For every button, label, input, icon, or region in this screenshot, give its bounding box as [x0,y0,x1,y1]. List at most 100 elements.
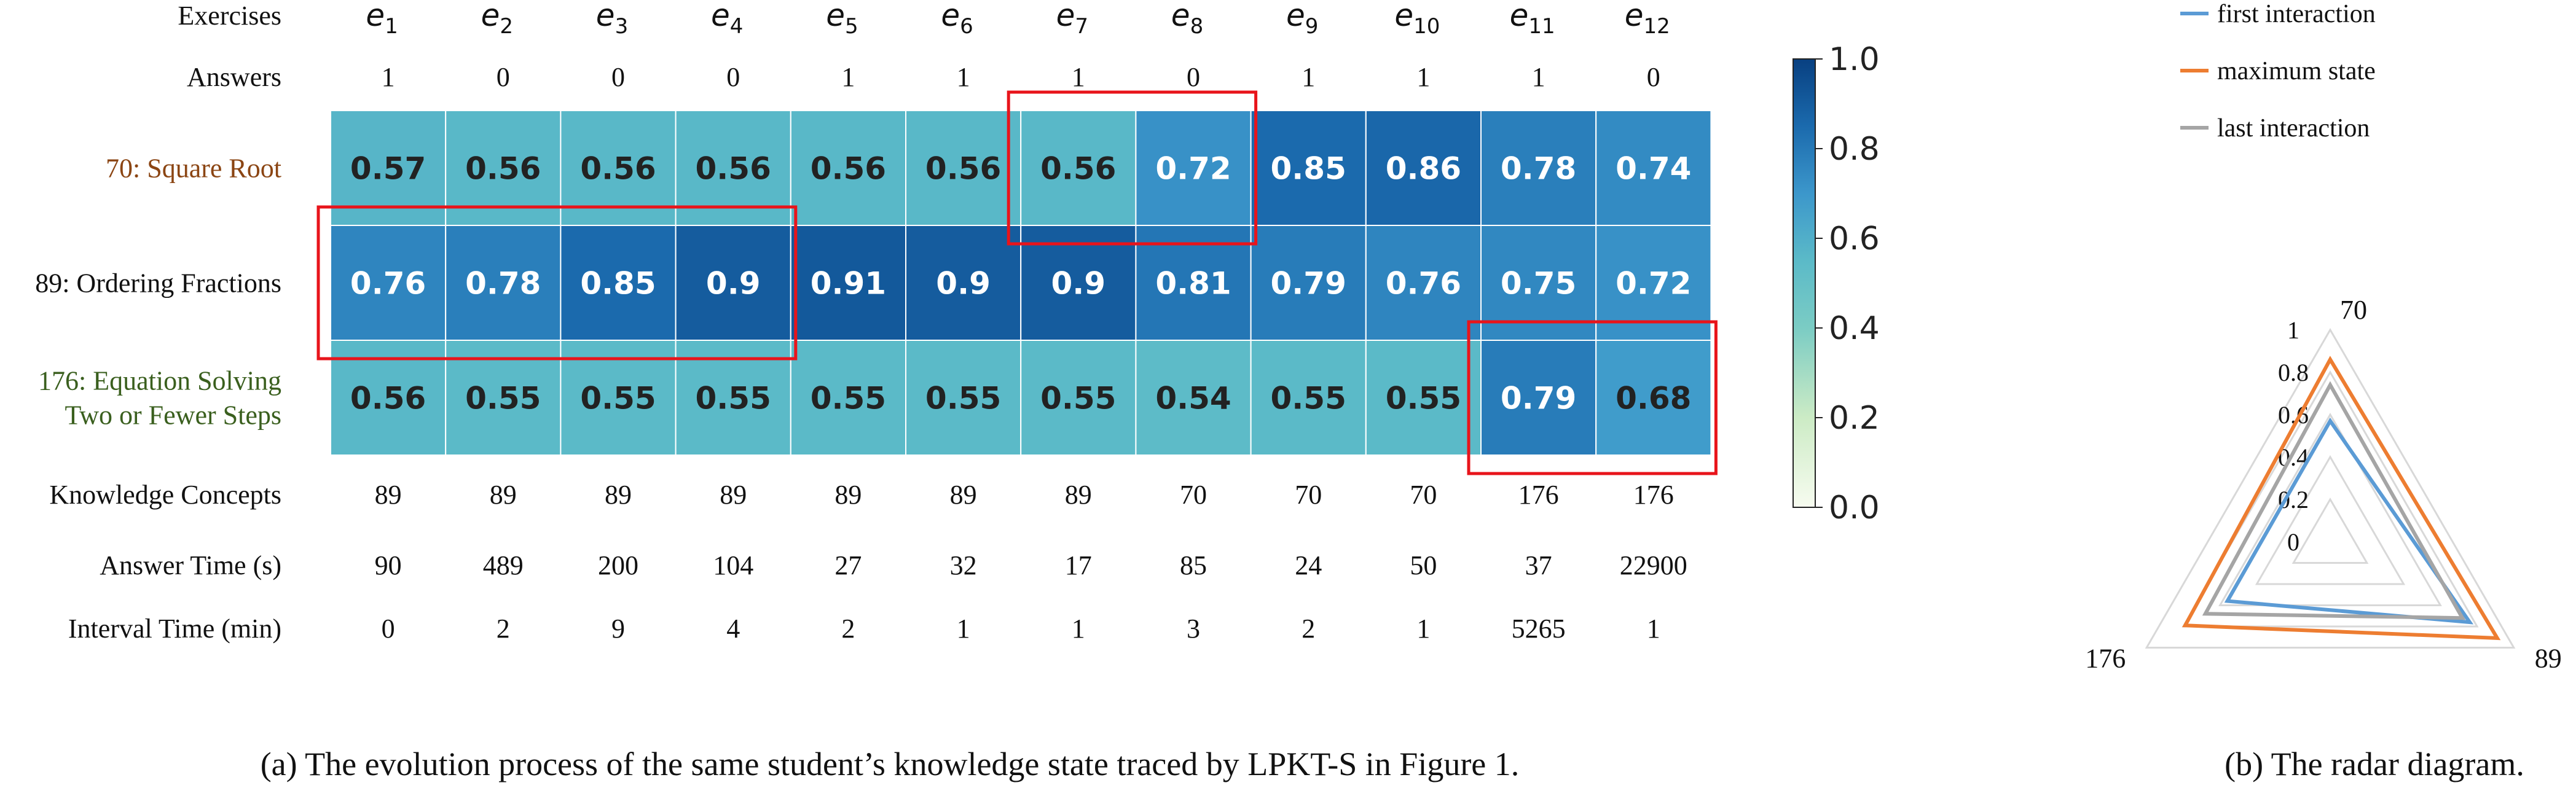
footer-value: 27 [834,550,862,580]
footer-value: 50 [1410,550,1437,580]
exercise-header: e1 [366,0,398,39]
answer-value: 0 [497,62,510,92]
answer-value: 1 [382,62,395,92]
colorbar-tick-label: 0.2 [1829,400,1880,437]
answer-value: 1 [841,62,855,92]
footer-value: 1 [1416,614,1430,644]
legend-label: last interaction [2217,114,2370,142]
highlight-box [1007,90,1258,246]
colorbar-tick-label: 0.0 [1829,490,1880,526]
cell-value-label: 0.72 [1155,151,1231,187]
answer-value: 0 [1187,62,1200,92]
footer-value: 3 [1187,614,1200,644]
answer-value: 1 [1532,62,1545,92]
footer-value: 89 [834,480,862,510]
exercise-header: e10 [1394,0,1440,39]
concept-row-label: 176: Equation Solving [38,366,281,396]
footer-row-label: Interval Time (min) [68,614,281,644]
footer-value: 89 [490,480,517,510]
radar-tick-label: 0.2 [2278,486,2309,513]
cell-value-label: 0.54 [1155,381,1231,416]
heatmap-cell [330,225,447,341]
cell-value-label: 0.55 [925,381,1001,416]
cell-value-label: 0.56 [350,381,426,416]
colorbar-tick-label: 0.4 [1829,310,1880,347]
radar-axis-labels: 70 89 176 [2085,295,2562,674]
footer-value: 90 [375,550,402,580]
footer-value: 1 [957,614,970,644]
cell-value-label: 0.72 [1616,266,1691,302]
heatmap-cell [1480,340,1597,456]
concept-row-label: Two or Fewer Steps [65,400,281,431]
footer-value: 70 [1410,480,1437,510]
exercise-header: e6 [941,0,973,39]
heatmap-cell [675,225,791,341]
heatmap-cell [790,225,907,341]
radar-grid-ring [2291,497,2369,564]
heatmap-cell [1365,110,1482,226]
heatmap-cell [790,110,907,226]
radar-grid-ring [2255,454,2406,585]
cell-value-label: 0.76 [1386,266,1461,302]
footer-value: 1 [1647,614,1660,644]
radar-grid-ring [2181,370,2479,628]
exercise-column-headers: e1 e2 e3 e4 e5 e6 e7 e8 e9 e10 e11 e12 [366,0,1670,39]
footer-value: 176 [1518,480,1559,510]
heatmap-cell [1595,340,1712,456]
footer-row-label: Answer Time (s) [100,550,281,580]
cell-value-label: 0.85 [1271,151,1346,187]
exercise-header: e9 [1286,0,1318,39]
answer-value: 0 [1647,62,1660,92]
footer-value: 1 [1072,614,1085,644]
highlight-box [316,205,798,361]
colorbar: 0.0 0.2 0.4 0.6 0.8 1.0 [1793,41,1880,526]
cell-value-label: 0.68 [1616,381,1691,416]
heatmap-cell [1365,225,1482,341]
exercise-header: e4 [711,0,743,39]
cell-value-label: 0.78 [465,266,541,302]
exercise-header: e2 [481,0,513,39]
caption-b: (b) The radar diagram. [2225,746,2524,782]
footer-value: 2 [841,614,855,644]
footer-value: 200 [598,550,638,580]
exercise-header: e12 [1625,0,1670,39]
footer-value: 2 [1302,614,1315,644]
cell-value-label: 0.56 [811,151,886,187]
radar-legend: first interaction maximum state last inter… [2180,0,2376,142]
footer-value: 104 [713,550,753,580]
cell-value-label: 0.55 [1040,381,1116,416]
heatmap-cell [1365,340,1482,456]
radar-series-line [2224,417,2474,625]
cell-value-label: 0.55 [1271,381,1346,416]
heatmap-cell [445,225,562,341]
footer-value: 22900 [1620,550,1687,580]
footer-value: 24 [1295,550,1322,580]
radar-grid-ring [2218,413,2442,606]
cell-value-label: 0.56 [1040,151,1116,187]
cell-value-label: 0.79 [1271,266,1346,302]
cell-value-label: 0.74 [1616,151,1691,187]
cell-value-label: 0.56 [925,151,1001,187]
radar-grid [2145,328,2516,649]
exercises-header: Exercises [178,1,281,31]
concept-row-label: 89: Ordering Fractions [35,268,281,298]
exercise-header: e7 [1056,0,1088,39]
cell-value-label: 0.55 [696,381,771,416]
footer-value: 9 [611,614,625,644]
footer-value: 176 [1633,480,1674,510]
heatmap-cell [1250,225,1367,341]
cell-value-label: 0.55 [580,381,656,416]
footer-value: 17 [1065,550,1092,580]
footer-value: 70 [1295,480,1322,510]
heatmap-cell [1020,340,1137,456]
radar-axis-label: 176 [2085,644,2126,674]
colorbar-ticks: 0.0 0.2 0.4 0.6 0.8 1.0 [1815,41,1880,526]
footer-value: 0 [382,614,395,644]
answer-value: 1 [1416,62,1430,92]
cell-value-label: 0.85 [580,266,656,302]
answer-value: 0 [726,62,740,92]
colorbar-gradient [1793,58,1816,508]
footer-value: 89 [375,480,402,510]
footer-value: 2 [497,614,510,644]
